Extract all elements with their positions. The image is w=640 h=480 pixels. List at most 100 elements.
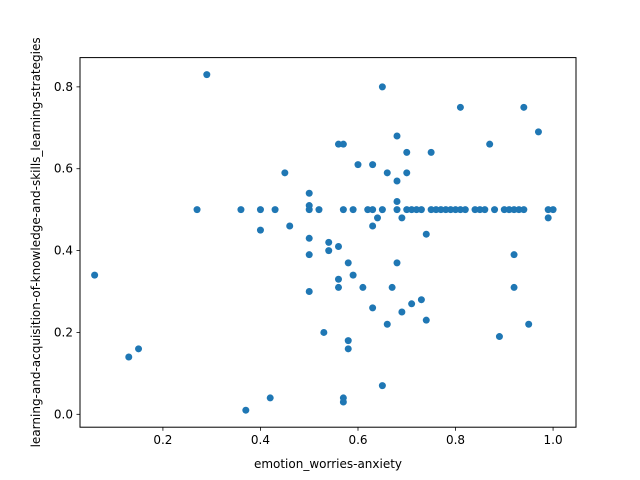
data-point: [393, 177, 401, 185]
data-point: [91, 271, 99, 279]
data-point: [193, 206, 201, 214]
data-point: [510, 251, 518, 259]
data-point: [408, 300, 416, 308]
data-point: [520, 103, 528, 111]
data-point: [393, 197, 401, 205]
data-point: [339, 398, 347, 406]
data-point: [369, 222, 377, 230]
data-point: [388, 283, 396, 291]
data-point: [305, 288, 313, 296]
y-tick-label: 0.0: [54, 407, 73, 421]
data-point: [344, 259, 352, 267]
data-point: [447, 206, 455, 214]
data-point: [456, 103, 464, 111]
y-tick-label: 0.6: [54, 162, 73, 176]
data-point: [369, 304, 377, 312]
data-point: [369, 206, 377, 214]
data-point: [544, 206, 552, 214]
data-point: [486, 140, 494, 148]
data-point: [495, 333, 503, 341]
y-axis-ticks: 0.0 0.2 0.4 0.6 0.8: [54, 80, 80, 421]
data-point: [403, 206, 411, 214]
data-point: [374, 214, 381, 222]
data-point: [442, 206, 450, 214]
data-point: [349, 271, 357, 279]
data-point: [427, 148, 435, 156]
data-point: [334, 275, 342, 283]
data-point: [135, 345, 143, 353]
data-point: [383, 320, 391, 328]
x-axis-ticks: 0.2 0.4 0.6 0.8 1.0: [153, 427, 563, 447]
data-point: [271, 206, 279, 214]
data-point: [510, 283, 518, 291]
data-point: [334, 283, 342, 291]
data-point: [281, 169, 289, 177]
data-point: [125, 353, 133, 361]
data-point: [403, 148, 411, 156]
plot-frame: [79, 57, 577, 428]
data-point: [378, 382, 386, 390]
data-point: [491, 206, 499, 214]
x-tick-label: 0.2: [153, 433, 172, 447]
data-point: [203, 71, 211, 79]
data-point: [320, 328, 328, 336]
data-point: [334, 140, 342, 148]
data-point: [339, 206, 347, 214]
data-point: [237, 206, 245, 214]
data-point: [383, 169, 391, 177]
data-point: [305, 234, 313, 242]
data-point: [305, 251, 313, 259]
data-point: [417, 206, 425, 214]
data-point: [393, 259, 401, 267]
data-point: [378, 83, 386, 91]
data-point: [344, 337, 352, 345]
data-point: [534, 128, 542, 136]
points-layer: [91, 71, 557, 414]
data-point: [344, 345, 352, 353]
data-point: [325, 247, 333, 255]
x-tick-label: 0.4: [251, 433, 270, 447]
y-axis-label: learning-and-acquisition-of-knowledge-an…: [29, 37, 43, 447]
data-point: [422, 230, 430, 238]
data-point: [369, 161, 377, 169]
data-point: [256, 206, 264, 214]
data-point: [398, 214, 406, 222]
data-point: [417, 296, 425, 304]
x-tick-label: 0.6: [348, 433, 367, 447]
data-point: [359, 283, 367, 291]
data-point: [408, 206, 416, 214]
data-point: [544, 214, 552, 222]
data-point: [378, 206, 386, 214]
x-tick-label: 0.8: [446, 433, 465, 447]
data-point: [413, 206, 421, 214]
data-point: [461, 206, 469, 214]
data-point: [500, 206, 508, 214]
data-point: [403, 169, 411, 177]
data-point: [315, 206, 323, 214]
data-point: [266, 394, 274, 402]
data-point: [422, 316, 430, 324]
data-point: [510, 206, 518, 214]
data-point: [549, 206, 557, 214]
data-point: [305, 189, 313, 197]
data-point: [481, 206, 489, 214]
data-point: [471, 206, 479, 214]
data-point: [515, 206, 523, 214]
data-point: [520, 206, 528, 214]
data-point: [398, 308, 406, 316]
data-point: [437, 206, 445, 214]
data-point: [452, 206, 460, 214]
data-point: [334, 242, 342, 250]
data-point: [393, 132, 401, 140]
data-point: [476, 206, 484, 214]
data-point: [354, 161, 362, 169]
x-axis-label: emotion_worries-anxiety: [254, 457, 402, 471]
data-point: [305, 206, 313, 214]
data-point: [256, 226, 264, 234]
data-point: [325, 238, 333, 246]
data-point: [505, 206, 513, 214]
y-tick-label: 0.8: [54, 80, 73, 94]
data-point: [456, 206, 464, 214]
